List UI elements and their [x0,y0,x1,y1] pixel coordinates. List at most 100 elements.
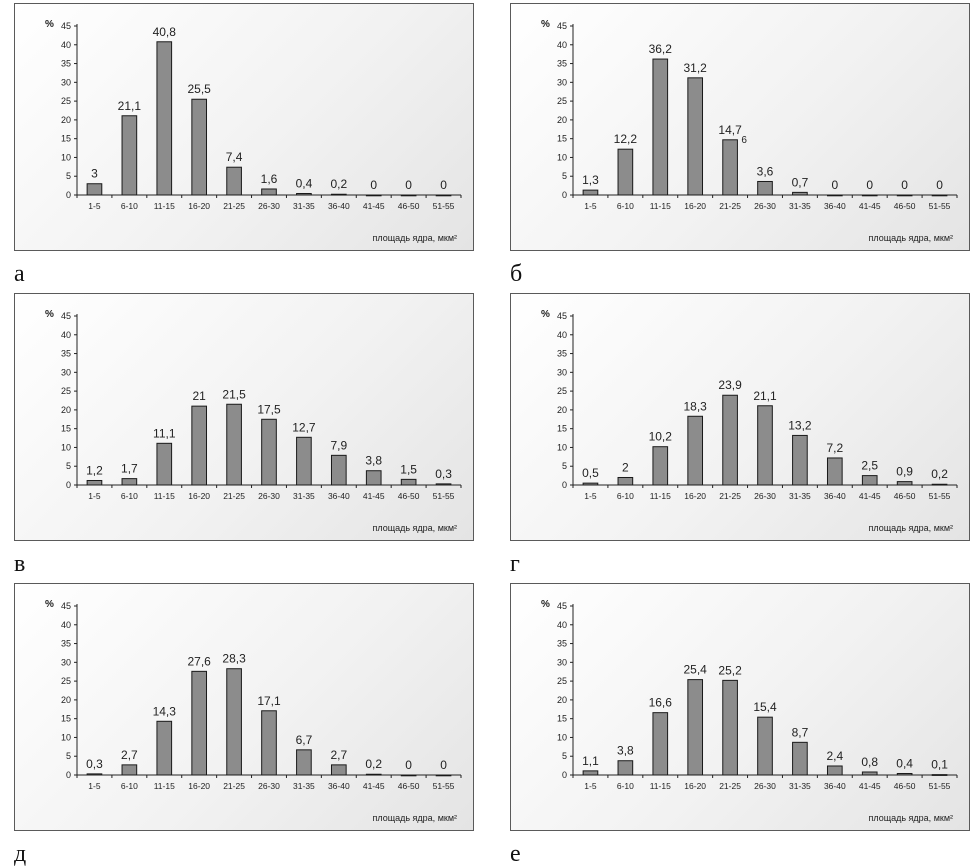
y-tick-label: 40 [61,330,71,340]
y-tick-label: 25 [557,386,567,396]
x-tick-label: 1-5 [88,491,101,501]
x-tick-label: 51-55 [929,491,951,501]
x-tick-label: 36-40 [328,201,350,211]
bar [261,710,277,776]
bar [400,774,417,777]
bar-value-label: 1,2 [86,463,103,477]
bar-value-label: 6,7 [296,733,313,747]
bar [296,436,312,486]
bar [86,183,103,196]
x-tick-label: 16-20 [684,491,706,501]
x-axis-title: площадь ядра, мкм² [868,813,953,823]
y-tick-label: 20 [557,695,567,705]
x-tick-label: 21-25 [719,201,741,211]
panel-letter: б [510,261,523,287]
y-tick-label: 40 [557,330,567,340]
x-tick-label: 6-10 [121,491,138,501]
x-tick-label: 46-50 [894,781,916,791]
bar [722,139,738,196]
x-tick-label: 1-5 [88,781,101,791]
x-tick-label: 51-55 [929,201,951,211]
bar-value-label: 27,6 [188,654,212,668]
bar [86,479,103,486]
bar [722,679,738,776]
bar [617,760,634,776]
bar [435,774,452,777]
y-tick-label: 15 [557,424,567,434]
bar [757,716,773,776]
bar [861,194,878,197]
x-axis-title: площадь ядра, мкм² [868,523,953,533]
y-axis-title: % [45,19,54,30]
chart-svg: 0 5 10 15 20 25 30 35 40 45% 0,5 1-5 2 6-10 10,2 11-15 1… [541,309,958,533]
x-tick-label: 46-50 [894,201,916,211]
y-tick-label: 5 [66,751,71,761]
y-tick-label: 25 [61,96,71,106]
x-axis-title: площадь ядра, мкм² [372,813,457,823]
bar-value-label: 14,7 [718,123,742,137]
y-tick-label: 0 [66,480,71,490]
bar [826,765,843,776]
bar-value-label: 40,8 [153,25,177,39]
x-axis-title: площадь ядра, мкм² [868,233,953,243]
bar [365,194,382,197]
y-tick-label: 35 [61,59,71,69]
bar-value-label: 21,1 [753,389,777,403]
y-axis-title: % [541,19,550,30]
bar-value-label: 0 [866,178,873,192]
x-tick-label: 11-15 [154,491,175,501]
bar-value-label: 2,4 [826,749,843,763]
x-tick-label: 41-45 [363,201,385,211]
bar-value-label: 0,9 [896,465,913,479]
y-tick-label: 30 [557,367,567,377]
bar-value-label: 21 [193,389,207,403]
y-tick-label: 5 [66,461,71,471]
bar-value-label: 25,4 [684,663,708,677]
y-tick-label: 35 [61,639,71,649]
x-tick-label: 6-10 [617,201,634,211]
y-tick-label: 40 [61,40,71,50]
bar-value-label: 0 [405,178,412,192]
bar-value-label: 3,6 [757,164,774,178]
x-tick-label: 11-15 [154,201,175,211]
bar-value-label: 0,2 [330,177,347,191]
bar-value-label: 25,2 [718,663,742,677]
y-tick-label: 30 [557,657,567,667]
x-tick-label: 21-25 [223,781,245,791]
x-tick-label: 1-5 [88,201,101,211]
x-tick-label: 16-20 [188,491,210,501]
panel-letter: д [14,841,27,867]
x-tick-label: 51-55 [433,491,455,501]
bar-value-label: 0,4 [296,176,313,190]
x-tick-label: 31-35 [789,781,811,791]
bar [435,194,452,197]
bar [156,442,173,486]
x-tick-label: 46-50 [894,491,916,501]
y-tick-label: 40 [557,620,567,630]
x-tick-label: 41-45 [859,201,881,211]
bar-value-label: 0,7 [792,175,809,189]
bar-value-label: 0 [370,178,377,192]
bar-value-label: 11,1 [153,426,176,440]
y-tick-label: 0 [66,770,71,780]
bar [400,478,417,486]
y-tick-label: 25 [557,676,567,686]
bar [365,470,382,486]
bar [582,189,599,196]
panel-letter: в [14,551,26,577]
bar-value-label: 21,5 [222,387,246,401]
bar [330,193,347,196]
bar [226,166,242,196]
x-tick-label: 41-45 [859,491,881,501]
chart-panel-g: 0 5 10 15 20 25 30 35 40 45% 0,5 1-5 2 6-10 10,2 11-15 1… [510,293,970,541]
bar [652,58,669,196]
x-tick-label: 41-45 [363,781,385,791]
bar-value-label: 1,3 [582,173,599,187]
x-tick-label: 6-10 [121,781,138,791]
bar [792,741,808,776]
y-tick-label: 45 [557,311,567,321]
bar [722,394,738,486]
x-tick-label: 6-10 [617,781,634,791]
bar [896,481,913,486]
panel-letter: г [510,551,520,577]
